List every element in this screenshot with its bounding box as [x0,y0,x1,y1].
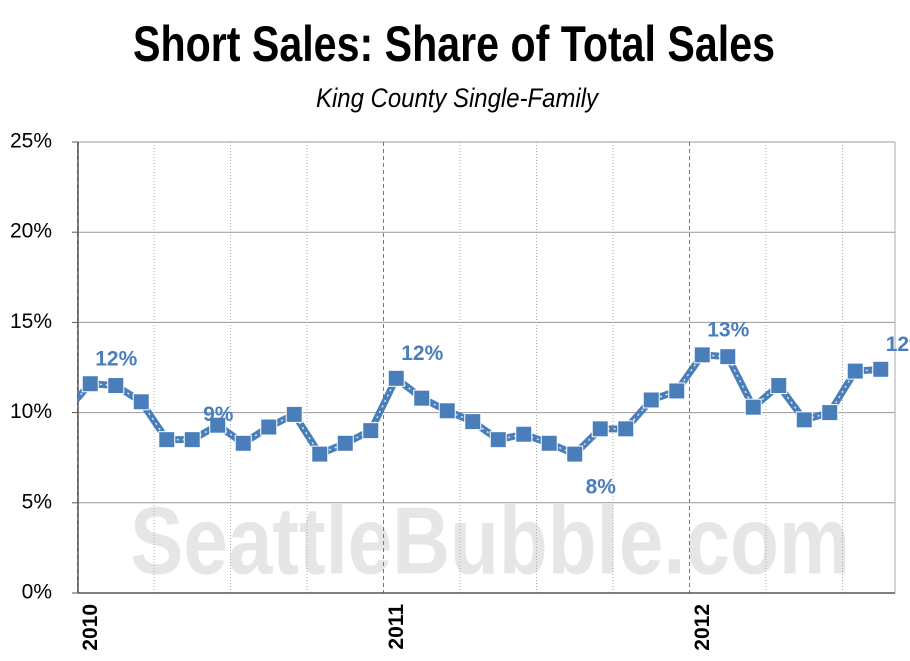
labels: 0% 5% 10% 15% 20% 25% 2010 2011 2012 12% 9% 12% 8% 13… [10,130,910,651]
marker [336,434,354,452]
marker [795,411,813,429]
data-label: 12% [95,347,137,370]
x-tick-label: 2010 [79,604,102,651]
marker [719,348,737,366]
y-tick-label: 25% [10,130,52,153]
marker [668,382,686,400]
marker [464,413,482,431]
chart-title: Short Sales: Share of Total Sales [133,16,775,72]
marker [413,389,431,407]
marker [489,431,507,449]
marker [81,375,99,393]
marker [132,393,150,411]
marker [515,425,533,443]
marker [540,434,558,452]
y-tick-label: 20% [10,220,52,243]
y-tick-label: 15% [10,310,52,333]
marker [438,402,456,420]
chart-subtitle: King County Single-Family [316,83,599,113]
marker [57,405,73,421]
data-label: 13% [707,318,749,341]
marker [387,369,405,387]
marker [285,405,303,423]
data-label: 12% [401,342,443,365]
marker [260,418,278,436]
marker [693,346,711,364]
watermark: SeattleBubble.com [130,487,850,594]
marker [642,391,660,409]
x-tick-label: 2011 [385,604,408,650]
data-label: 12% [886,333,910,356]
y-tick-label: 10% [10,400,52,423]
marker [821,404,839,422]
marker [234,434,252,452]
marker [872,360,890,378]
plot [57,346,890,463]
marker [183,431,201,449]
marker [311,445,329,463]
x-tick-label: 2012 [691,604,714,651]
marker [158,431,176,449]
marker [617,420,635,438]
marker [846,362,864,380]
marker [362,422,380,440]
data-label: 8% [586,476,617,499]
marker [770,377,788,395]
y-tick-label: 5% [22,490,52,513]
grid [72,141,896,594]
marker [566,445,584,463]
marker [107,377,125,395]
marker [744,398,762,416]
data-label: 9% [203,403,234,426]
marker [209,416,227,434]
y-tick-label: 0% [22,581,52,604]
marker [591,420,609,438]
